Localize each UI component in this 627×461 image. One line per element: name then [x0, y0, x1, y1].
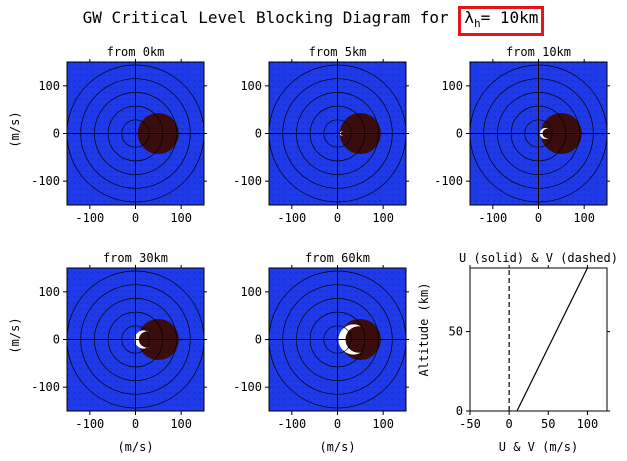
y-tick-label: -100: [233, 380, 262, 394]
panel-1: from 0km -100 0 100 -100 0 100 (m/s): [8, 45, 207, 225]
panel-content: [269, 268, 406, 411]
y-tick-label: 0: [456, 404, 463, 418]
panel-content: [269, 62, 406, 205]
y-tick-label: 0: [255, 333, 262, 347]
y-tick-label: -100: [31, 380, 60, 394]
title-prefix: GW Critical Level Blocking Diagram for: [82, 8, 459, 27]
x-axis-label: (m/s): [319, 440, 355, 454]
title-lambda: λ: [464, 8, 474, 27]
y-axis-label: (m/s): [8, 317, 22, 353]
x-tick-label: -100: [478, 211, 507, 225]
y-tick-label: 100: [240, 285, 262, 299]
panel-content: [67, 62, 204, 205]
panel-5: from 60km -100 0 100 -100 0 100 (m/s): [233, 251, 409, 454]
y-tick-label: 0: [53, 127, 60, 141]
panel-frame: [469, 267, 608, 412]
x-tick-label: 0: [535, 211, 542, 225]
y-tick-label: 100: [38, 285, 60, 299]
x-tick-label: 100: [170, 417, 192, 431]
title-lambda-subscript: h: [473, 17, 481, 31]
x-tick-label: 100: [573, 211, 595, 225]
x-tick-label: 100: [577, 417, 599, 431]
series-U-line: [516, 267, 588, 412]
x-tick-label: 0: [334, 211, 341, 225]
panel-title: from 10km: [506, 45, 571, 59]
y-tick-label: 100: [441, 79, 463, 93]
x-tick-label: 100: [372, 211, 394, 225]
x-tick-label: 50: [541, 417, 555, 431]
y-tick-label: 100: [38, 79, 60, 93]
y-tick-label: 50: [449, 325, 463, 339]
x-tick-label: 0: [132, 211, 139, 225]
title-value: = 10km: [480, 8, 539, 27]
x-tick-label: -50: [459, 417, 481, 431]
x-axis-label: (m/s): [117, 440, 153, 454]
title-highlight-box: λh= 10km: [458, 6, 545, 37]
y-axis-label: (m/s): [8, 111, 22, 147]
x-tick-label: 100: [372, 417, 394, 431]
y-tick-label: -100: [434, 174, 463, 188]
panel-title: from 5km: [309, 45, 367, 59]
panel-4: from 30km -100 0 100 -100 0 100 (m/s) (m/s): [8, 251, 207, 454]
panel-2: from 5km -100 0 100 -100 0 100: [233, 45, 409, 225]
x-tick-label: 0: [506, 417, 513, 431]
y-tick-label: 100: [240, 79, 262, 93]
x-tick-label: -100: [75, 417, 104, 431]
y-axis-label: Altitude (km): [417, 283, 431, 377]
y-tick-label: 0: [255, 127, 262, 141]
panel-content: [470, 62, 607, 205]
panel-title: from 0km: [107, 45, 165, 59]
y-tick-label: -100: [233, 174, 262, 188]
x-tick-label: 0: [334, 417, 341, 431]
x-tick-label: -100: [75, 211, 104, 225]
figure-title: GW Critical Level Blocking Diagram for λ…: [0, 6, 627, 37]
y-tick-label: 0: [53, 333, 60, 347]
panel-title: U (solid) & V (dashed): [459, 251, 618, 265]
x-tick-label: -100: [277, 211, 306, 225]
x-tick-label: -100: [277, 417, 306, 431]
y-tick-label: 0: [456, 127, 463, 141]
panel-3: from 10km -100 0 100 -100 0 100: [434, 45, 610, 225]
x-tick-label: 100: [170, 211, 192, 225]
x-tick-label: 0: [132, 417, 139, 431]
panel-title: from 60km: [305, 251, 370, 265]
y-tick-label: -100: [31, 174, 60, 188]
panel-title: from 30km: [103, 251, 168, 265]
panel-content: [67, 268, 204, 411]
x-axis-label: U & V (m/s): [499, 440, 578, 454]
